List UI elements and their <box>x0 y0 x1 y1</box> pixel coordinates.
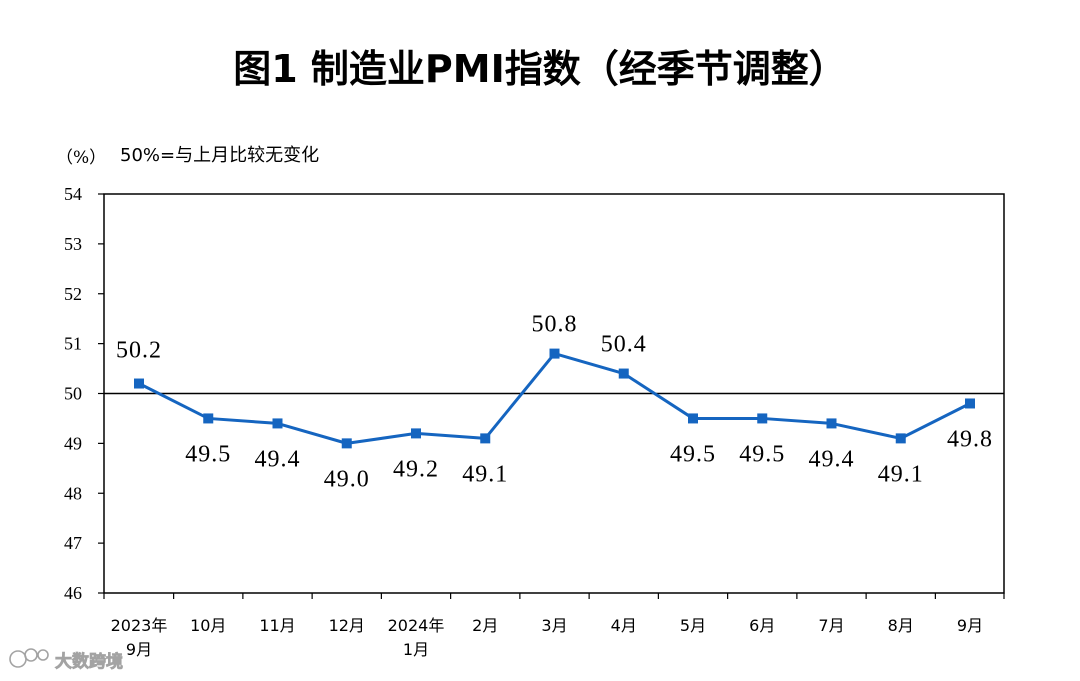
x-tick-label-line: 8月 <box>888 616 914 635</box>
watermark-logo-icon <box>9 648 49 668</box>
data-point <box>688 413 698 424</box>
x-tick-label-line: 2023年 <box>111 616 168 635</box>
x-tick-label: 12月 <box>329 616 365 635</box>
data-point <box>272 418 283 429</box>
x-tick-label: 11月 <box>259 616 295 635</box>
y-tick-label: 51 <box>64 334 82 354</box>
x-tick-label-line: 9月 <box>126 640 152 659</box>
data-point <box>341 438 352 449</box>
x-tick-label-line: 2024年 <box>388 616 445 635</box>
x-tick-label-line: 11月 <box>259 616 295 635</box>
data-label: 50.8 <box>532 312 578 338</box>
data-labels: 50.2 49.5 49.4 49.0 49.2 49.1 50.8 50.4 49.5 49.5… <box>116 312 993 493</box>
x-tick-label-line: 9月 <box>957 616 983 635</box>
x-tick-label: 9月 <box>957 616 983 635</box>
data-label: 49.1 <box>462 461 508 487</box>
x-tick-label-line: 6月 <box>749 616 775 635</box>
y-axis-ticks: 46 47 48 49 50 51 52 53 54 <box>64 184 104 603</box>
reference-note: 50%=与上月比较无变化 <box>120 145 319 166</box>
data-point <box>895 433 906 444</box>
x-tick-label: 8月 <box>888 616 914 635</box>
x-tick-label-line: 7月 <box>818 616 844 635</box>
data-markers <box>134 348 975 449</box>
series-line <box>138 352 971 445</box>
data-label: 49.5 <box>670 441 716 467</box>
y-tick-label: 53 <box>64 234 82 254</box>
data-point <box>549 348 560 359</box>
data-label: 49.1 <box>878 461 924 487</box>
data-point <box>826 418 837 429</box>
x-tick-label: 2023年 9月 <box>111 616 168 659</box>
x-tick-label-line: 12月 <box>329 616 365 635</box>
data-point <box>134 378 144 389</box>
chart-title: 图1 制造业PMI指数（经季节调整） <box>233 47 846 91</box>
x-tick-label: 2024年 1月 <box>388 616 445 659</box>
watermark: 大数跨境 <box>9 648 123 672</box>
data-label: 49.8 <box>947 426 993 452</box>
data-label: 49.4 <box>809 446 855 472</box>
x-tick-label-line: 1月 <box>403 640 429 659</box>
x-tick-label-line: 5月 <box>680 616 706 635</box>
x-tick-label: 7月 <box>818 616 844 635</box>
y-tick-label: 49 <box>64 433 82 453</box>
data-label: 50.2 <box>116 338 162 364</box>
x-tick-label-line: 10月 <box>190 616 226 635</box>
y-tick-label: 54 <box>64 184 82 204</box>
data-point <box>203 413 214 424</box>
watermark-text: 大数跨境 <box>55 651 123 672</box>
x-tick-label: 4月 <box>611 616 637 635</box>
data-label: 49.5 <box>739 441 785 467</box>
y-tick-label: 50 <box>64 384 82 404</box>
y-tick-label: 52 <box>64 284 82 304</box>
data-point <box>965 398 975 409</box>
x-tick-label-line: 2月 <box>472 616 498 635</box>
data-label: 49.2 <box>393 456 439 482</box>
data-point <box>618 368 629 379</box>
data-point <box>480 433 491 444</box>
y-tick-label: 48 <box>64 483 82 503</box>
x-tick-label-line: 4月 <box>611 616 637 635</box>
data-label: 50.4 <box>601 332 647 358</box>
x-tick-label: 5月 <box>680 616 706 635</box>
unit-label: （%） <box>56 148 106 168</box>
data-label: 49.5 <box>185 441 231 467</box>
data-label: 49.0 <box>324 466 370 492</box>
y-tick-label: 47 <box>64 533 82 553</box>
data-point <box>757 413 768 424</box>
data-point <box>411 428 421 439</box>
x-tick-label: 10月 <box>190 616 226 635</box>
x-tick-label: 2月 <box>472 616 498 635</box>
y-tick-label: 46 <box>64 583 82 603</box>
x-tick-label: 3月 <box>541 616 567 635</box>
x-axis-ticks: 2023年 9月 10月 11月 12月 2024年 1月 2月 3月 4月 5月 6月 7月 8月 9月 <box>103 593 1005 659</box>
x-tick-label-line: 3月 <box>541 616 567 635</box>
data-label: 49.4 <box>255 446 301 472</box>
x-tick-label: 6月 <box>749 616 775 635</box>
